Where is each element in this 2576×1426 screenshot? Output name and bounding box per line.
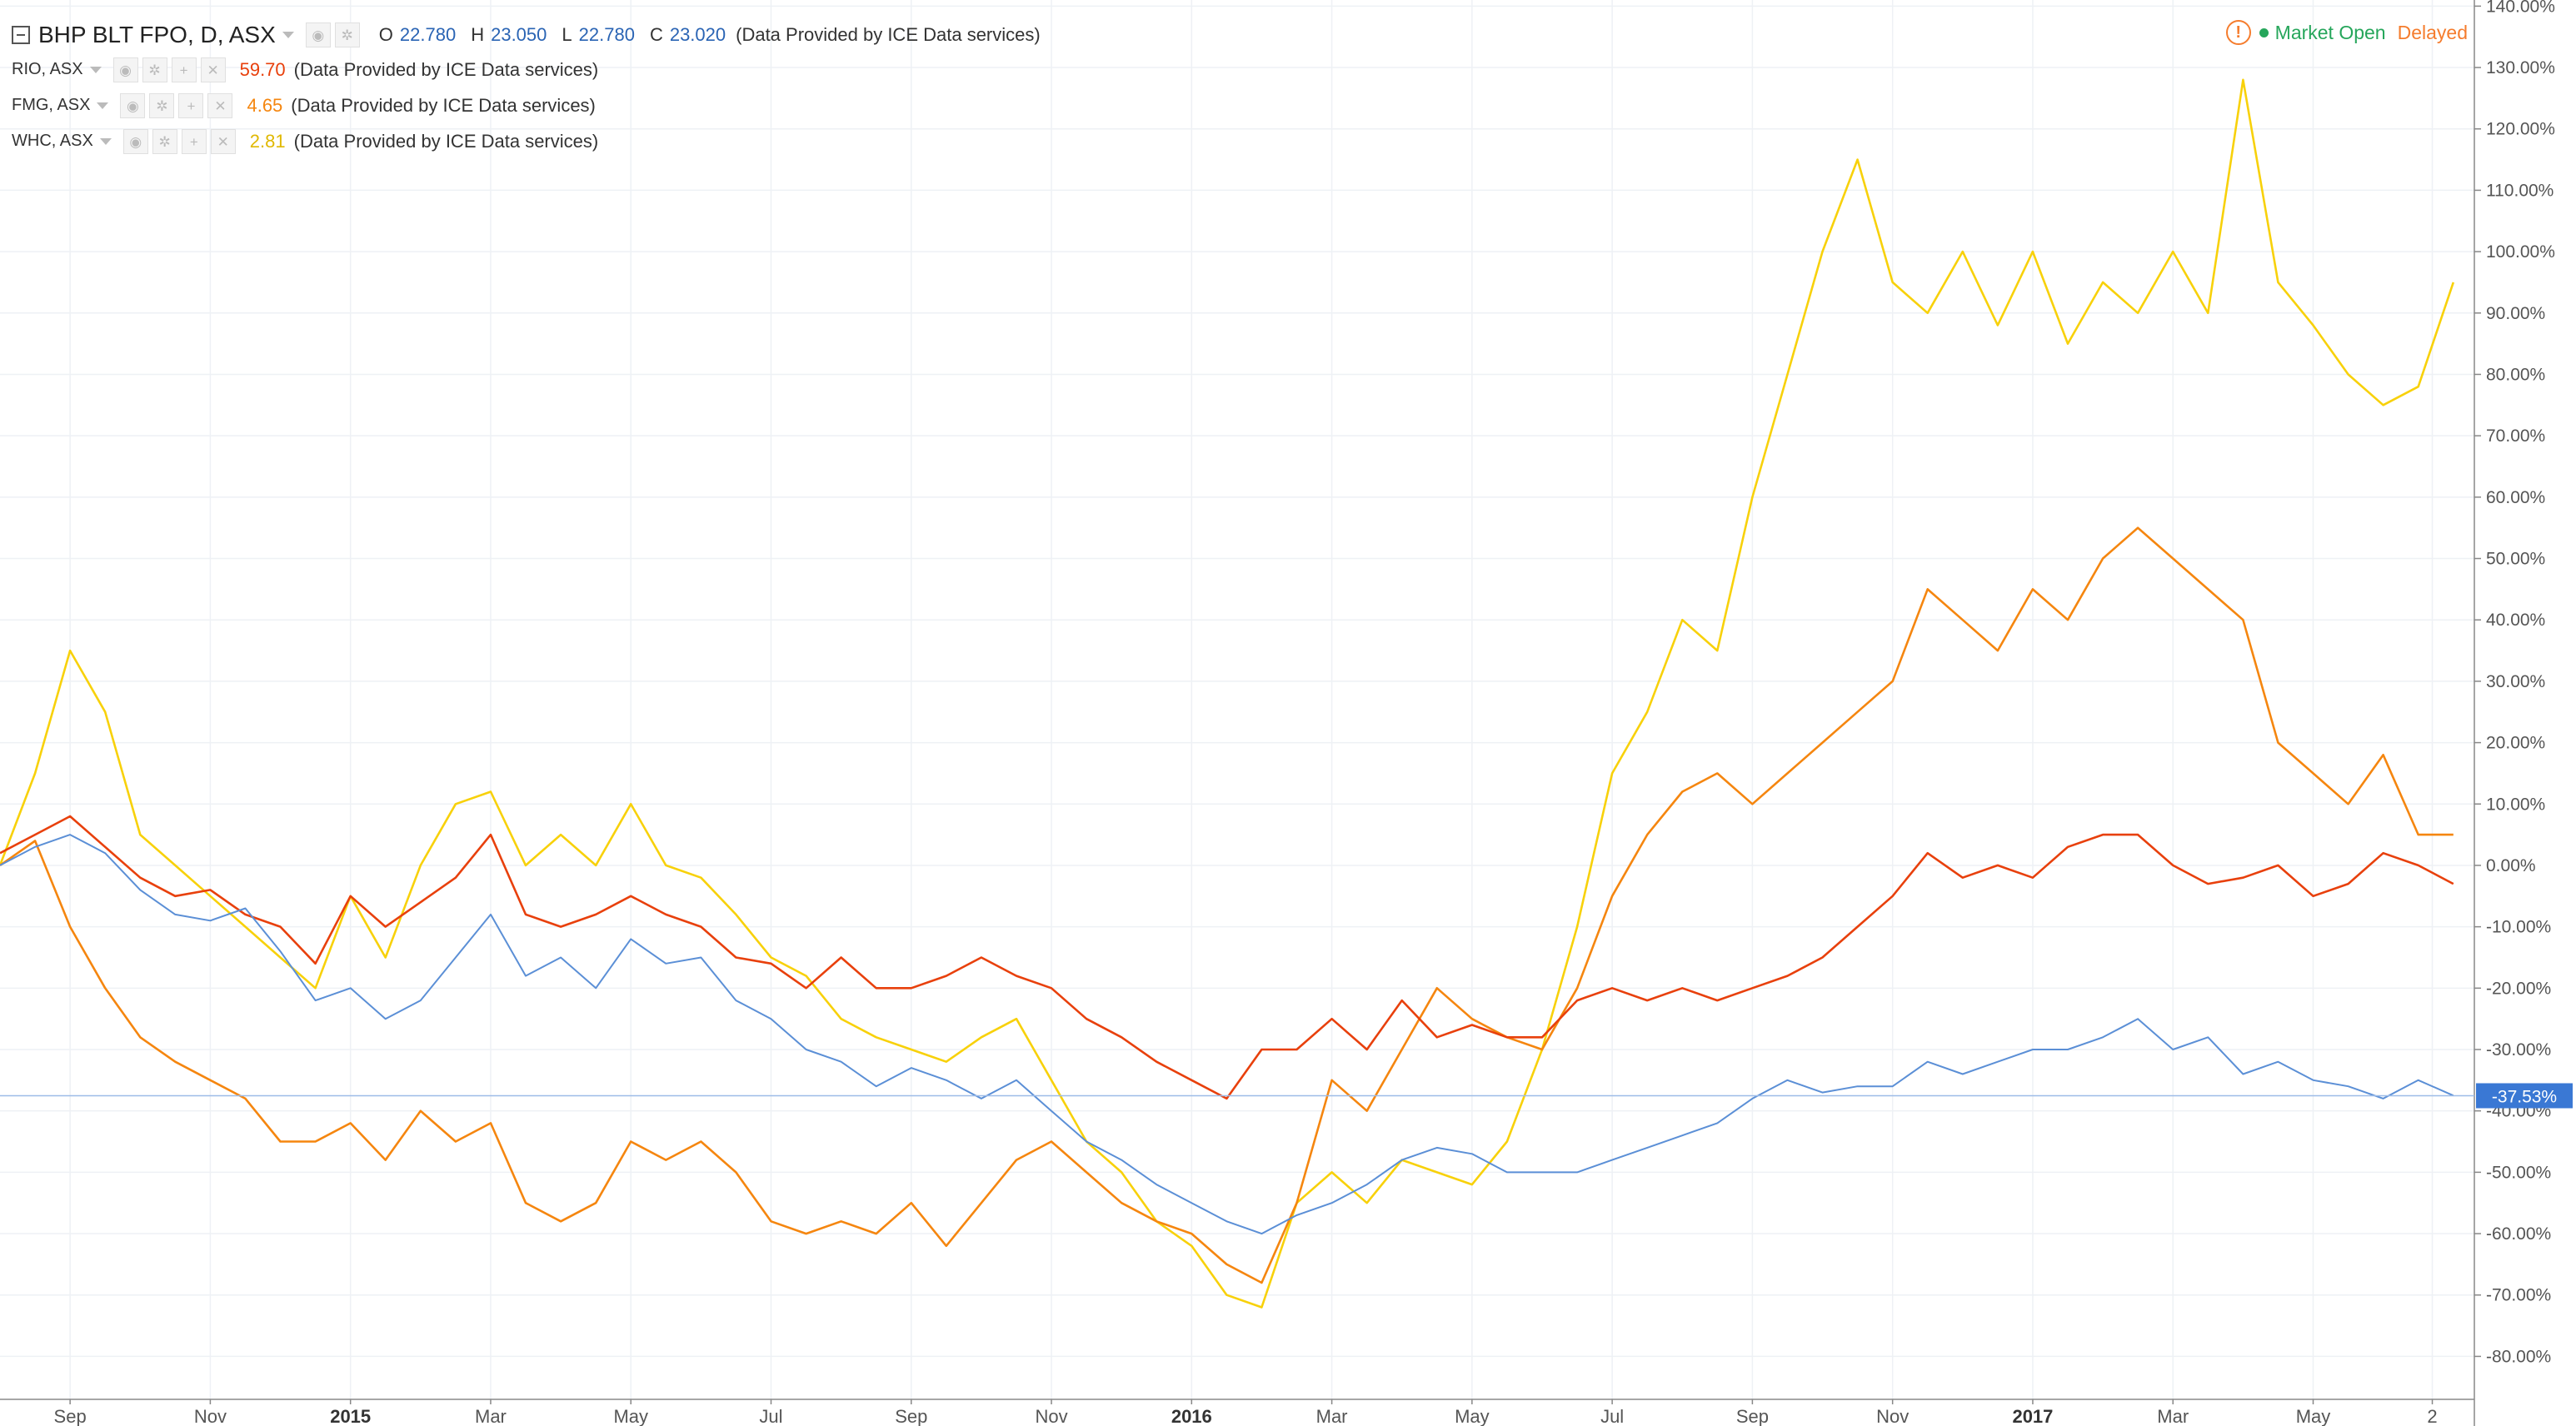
chevron-down-icon[interactable] (97, 102, 109, 109)
legend-note-fmg: (Data Provided by ICE Data services) (291, 94, 596, 116)
close-label: C (649, 24, 663, 45)
y-tick-label: -80.00% (2486, 1347, 2551, 1366)
collapse-icon[interactable] (12, 26, 30, 44)
warning-icon[interactable]: ! (2225, 20, 2251, 45)
delayed-label[interactable]: Delayed (2397, 21, 2468, 43)
series-line-rio (0, 815, 2454, 1100)
y-tick-label: 140.00% (2486, 0, 2555, 16)
y-tick-label: 0.00% (2486, 856, 2536, 875)
series-line-whc (0, 78, 2455, 1309)
last-value-label: -37.53% (2492, 1087, 2557, 1106)
x-tick-label: Sep (54, 1406, 87, 1426)
legend-note-bhp: (Data Provided by ICE Data services) (736, 24, 1041, 45)
x-tick-label: 2015 (330, 1406, 371, 1426)
y-tick-label: 70.00% (2486, 426, 2545, 446)
y-tick-label: -70.00% (2486, 1286, 2551, 1305)
legend-symbol-bhp[interactable]: BHP BLT FPO, D, ASX (38, 22, 276, 47)
market-open-dot-icon (2259, 27, 2269, 37)
gear-icon[interactable]: ✲ (149, 92, 175, 118)
x-tick-label: Nov (1876, 1406, 1909, 1426)
x-tick-label: Mar (1316, 1406, 1348, 1426)
chevron-down-icon[interactable] (99, 137, 112, 145)
legend-value-fmg: 4.65 (247, 94, 283, 116)
y-tick-label: 40.00% (2486, 611, 2545, 630)
high-label: H (471, 24, 485, 45)
legend-note-rio: (Data Provided by ICE Data services) (293, 58, 599, 80)
y-tick-label: 100.00% (2486, 242, 2555, 262)
y-tick-label: 30.00% (2486, 672, 2545, 691)
chart-legend: BHP BLT FPO, D, ASX ◉ ✲ O 22.780 H 23.050 … (12, 18, 1041, 159)
x-tick-label: May (1455, 1406, 1490, 1426)
chart-grid (0, 0, 2474, 1399)
legend-note-whc: (Data Provided by ICE Data services) (293, 130, 599, 152)
plus-icon[interactable]: + (171, 57, 197, 82)
x-tick-label: Sep (1736, 1406, 1769, 1426)
x-tick-label: Jul (759, 1406, 782, 1426)
y-tick-label: 80.00% (2486, 365, 2545, 384)
legend-symbol-rio[interactable]: RIO, ASX (12, 60, 83, 78)
eye-icon[interactable]: ◉ (120, 92, 146, 118)
close-value: 23.020 (669, 24, 726, 45)
open-value: 22.780 (399, 24, 457, 45)
legend-symbol-fmg[interactable]: FMG, ASX (12, 96, 91, 114)
y-tick-label: 120.00% (2486, 120, 2555, 139)
x-tick-label: 2016 (1171, 1406, 1212, 1426)
x-tick-label: Mar (475, 1406, 507, 1426)
chevron-down-icon[interactable] (282, 32, 294, 38)
y-tick-label: 90.00% (2486, 304, 2545, 323)
close-icon[interactable]: ✕ (207, 92, 233, 118)
y-tick-label: 10.00% (2486, 795, 2545, 814)
x-tick-label: Nov (194, 1406, 227, 1426)
series-line-fmg (0, 526, 2454, 1284)
plus-icon[interactable]: + (178, 92, 204, 118)
gear-icon[interactable]: ✲ (152, 128, 177, 154)
y-tick-label: -30.00% (2486, 1040, 2551, 1060)
x-tick-label: May (613, 1406, 648, 1426)
x-tick-label: Mar (2157, 1406, 2189, 1426)
y-tick-label: 130.00% (2486, 58, 2555, 77)
x-tick-label: 2017 (2012, 1406, 2053, 1426)
y-tick-label: -60.00% (2486, 1224, 2551, 1244)
eye-icon[interactable]: ◉ (112, 57, 138, 82)
low-value: 22.780 (578, 24, 635, 45)
x-tick-label: May (2296, 1406, 2331, 1426)
legend-row-fmg: FMG, ASX ◉ ✲ + ✕ 4.65 (Data Provided by … (12, 87, 1041, 123)
y-tick-label: 110.00% (2486, 181, 2554, 200)
close-icon[interactable]: ✕ (200, 57, 226, 82)
market-open-label: Market Open (2274, 21, 2386, 43)
gear-icon[interactable]: ✲ (334, 22, 360, 47)
y-tick-label: -50.00% (2486, 1163, 2551, 1182)
x-tick-label: Nov (1035, 1406, 1067, 1426)
legend-value-whc: 2.81 (249, 130, 286, 152)
chart-series-group (0, 78, 2455, 1309)
x-tick-label: Jul (1600, 1406, 1624, 1426)
open-label: O (378, 24, 393, 45)
legend-symbol-whc[interactable]: WHC, ASX (12, 132, 93, 150)
close-icon[interactable]: ✕ (210, 128, 236, 154)
y-tick-label: 20.00% (2486, 734, 2545, 753)
plus-icon[interactable]: + (181, 128, 207, 154)
legend-value-rio: 59.70 (239, 58, 286, 80)
legend-row-whc: WHC, ASX ◉ ✲ + ✕ 2.81 (Data Provided by … (12, 123, 1041, 159)
legend-row-bhp: BHP BLT FPO, D, ASX ◉ ✲ O 22.780 H 23.050 … (12, 18, 1041, 52)
eye-icon[interactable]: ◉ (305, 22, 331, 47)
market-status: ! Market Open Delayed (2225, 20, 2468, 45)
eye-icon[interactable]: ◉ (122, 128, 148, 154)
y-tick-label: 60.00% (2486, 488, 2545, 507)
legend-row-rio: RIO, ASX ◉ ✲ + ✕ 59.70 (Data Provided by… (12, 52, 1041, 87)
x-tick-label: Sep (895, 1406, 927, 1426)
y-tick-label: -20.00% (2486, 979, 2551, 998)
x-tick-label: 2 (2427, 1406, 2437, 1426)
gear-icon[interactable]: ✲ (142, 57, 167, 82)
last-value-badge (2476, 1083, 2573, 1109)
series-line-bhp (0, 834, 2454, 1235)
y-tick-label: 50.00% (2486, 550, 2545, 569)
y-tick-label: -10.00% (2486, 918, 2551, 937)
low-label: L (562, 24, 572, 45)
high-value: 23.050 (491, 24, 547, 45)
chevron-down-icon[interactable] (89, 66, 102, 73)
